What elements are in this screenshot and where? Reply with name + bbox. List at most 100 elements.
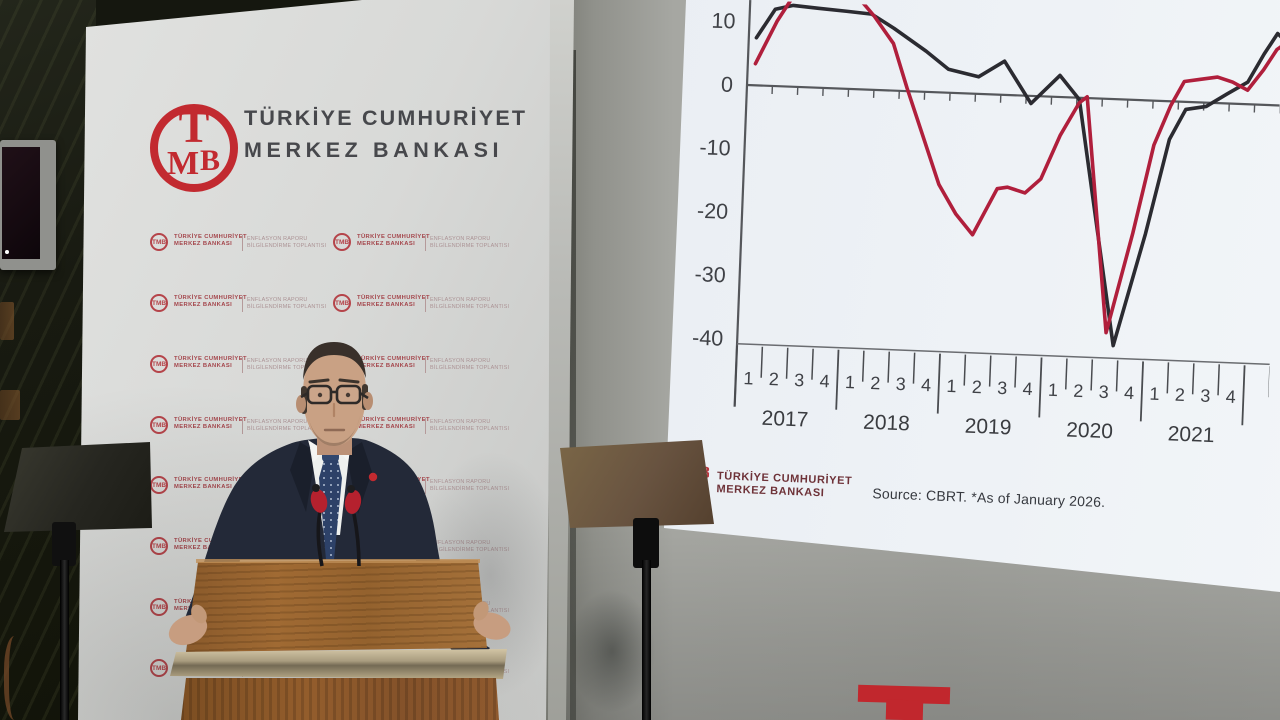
- x-axis-year-tick: [1139, 361, 1144, 422]
- x-axis-quarter-label: 4: [1124, 383, 1135, 403]
- podium-base: [181, 678, 499, 720]
- prompter-pole-right: [642, 560, 651, 720]
- x-axis-baseline: [737, 343, 1272, 366]
- pattern-divider: [425, 296, 426, 312]
- monitor-led: [5, 250, 9, 254]
- backdrop-title-line1: TÜRKİYE CUMHURİYET: [244, 106, 528, 130]
- podium-top-edge: [196, 559, 480, 563]
- prompter-stand-right: [560, 440, 714, 528]
- pattern-divider: [425, 418, 426, 434]
- pattern-divider: [425, 357, 426, 373]
- prompter-stand-left: [4, 442, 152, 532]
- pattern-divider: [242, 418, 243, 434]
- x-axis-year-tick: [835, 349, 840, 410]
- red-letter-t-partial: [885, 699, 924, 720]
- x-axis-year-label: 2021: [1167, 422, 1215, 447]
- x-axis-quarter-tick: [1115, 360, 1119, 392]
- x-axis-quarter-label: 4: [1225, 387, 1236, 407]
- podium-metal-band: [170, 649, 507, 679]
- tcmb-mini-logo-icon: TMB: [150, 659, 168, 677]
- zero-axis-line: [746, 83, 1280, 107]
- backdrop-title: TÜRKİYE CUMHURİYET MERKEZ BANKASI: [244, 106, 527, 163]
- x-axis-year-tick: [1241, 365, 1246, 426]
- tcmb-mini-logo-icon: TMB: [150, 537, 168, 555]
- y-axis-tick-label: -40: [692, 326, 724, 351]
- x-axis-quarter-tick: [912, 352, 916, 384]
- tcmb-mini-logo-icon: TMB: [150, 416, 168, 434]
- x-axis-year-tick: [936, 353, 941, 414]
- monogram-b: B: [200, 144, 220, 177]
- x-axis-quarter-tick: [1090, 359, 1094, 391]
- x-axis-year-label: 2019: [964, 415, 1012, 440]
- pattern-divider: [242, 357, 243, 373]
- x-axis-quarter-label: 3: [794, 370, 805, 390]
- tcmb-logo-large-icon: T M B: [150, 101, 238, 192]
- tcmb-mini-logo-icon: TMB: [150, 598, 168, 616]
- x-axis-quarter-label: 1: [1149, 384, 1160, 404]
- slide-footer-brand: TÜRKİYE CUMHURİYET MERKEZ BANKASI: [716, 470, 852, 501]
- x-axis-quarter-label: 1: [845, 372, 856, 392]
- x-axis-quarter-label: 1: [1048, 380, 1059, 400]
- x-axis-quarter-label: 2: [768, 369, 779, 389]
- x-axis-quarter-label: 3: [1200, 386, 1211, 406]
- pattern-divider: [242, 296, 243, 312]
- x-axis-quarter-label: 4: [1022, 379, 1033, 399]
- wood-fragment: [0, 390, 20, 420]
- tcmb-mini-logo-icon: TMB: [150, 355, 168, 373]
- x-axis-quarter-tick: [1191, 363, 1195, 395]
- black-series-line: [754, 3, 1280, 348]
- cable: [4, 636, 30, 720]
- x-axis-quarter-tick: [887, 351, 891, 383]
- x-axis-quarter-tick: [861, 350, 865, 382]
- x-axis-quarter-label: 2: [1073, 381, 1084, 401]
- y-axis-line: [733, 0, 753, 407]
- x-axis-quarter-tick: [1064, 358, 1068, 390]
- x-axis-quarter-label: 2: [870, 373, 881, 393]
- y-axis-tick-label: -10: [699, 135, 731, 160]
- x-axis-quarter-label: 4: [921, 375, 932, 395]
- podium-top-board: [186, 560, 487, 652]
- x-axis-quarter-label: 1: [743, 368, 754, 388]
- x-axis-year-tick: [733, 345, 738, 406]
- x-axis-quarter-tick: [963, 354, 967, 386]
- x-axis-quarter-tick: [1014, 356, 1017, 388]
- tcmb-mini-logo-icon: TMB: [333, 233, 351, 251]
- red-series-line: [753, 0, 1280, 335]
- monogram-m: M: [167, 145, 199, 182]
- prompter-clamp-left: [52, 522, 76, 566]
- x-axis-quarter-tick: [1217, 364, 1220, 396]
- tcmb-mini-logo-icon: TMB: [150, 233, 168, 251]
- x-axis-quarter-tick: [811, 348, 814, 380]
- x-axis-quarter-tick: [785, 347, 789, 379]
- backdrop-edge-shadow: [570, 50, 576, 720]
- tcmb-mini-logo-icon: TMB: [333, 355, 351, 373]
- y-axis-tick-label: -30: [694, 262, 726, 287]
- x-axis-quarter-label: 3: [1098, 382, 1109, 402]
- x-axis-quarter-label: 3: [895, 374, 906, 394]
- backdrop-title-line2: MERKEZ BANKASI: [244, 138, 504, 162]
- source-note: Source: CBRT. *As of January 2026.: [872, 485, 1106, 511]
- x-axis-quarter-label: 2: [1175, 385, 1186, 405]
- y-axis-tick-label: 10: [711, 9, 736, 34]
- x-axis-quarter-label: 2: [971, 377, 982, 397]
- y-axis-tick-label: 0: [721, 73, 734, 97]
